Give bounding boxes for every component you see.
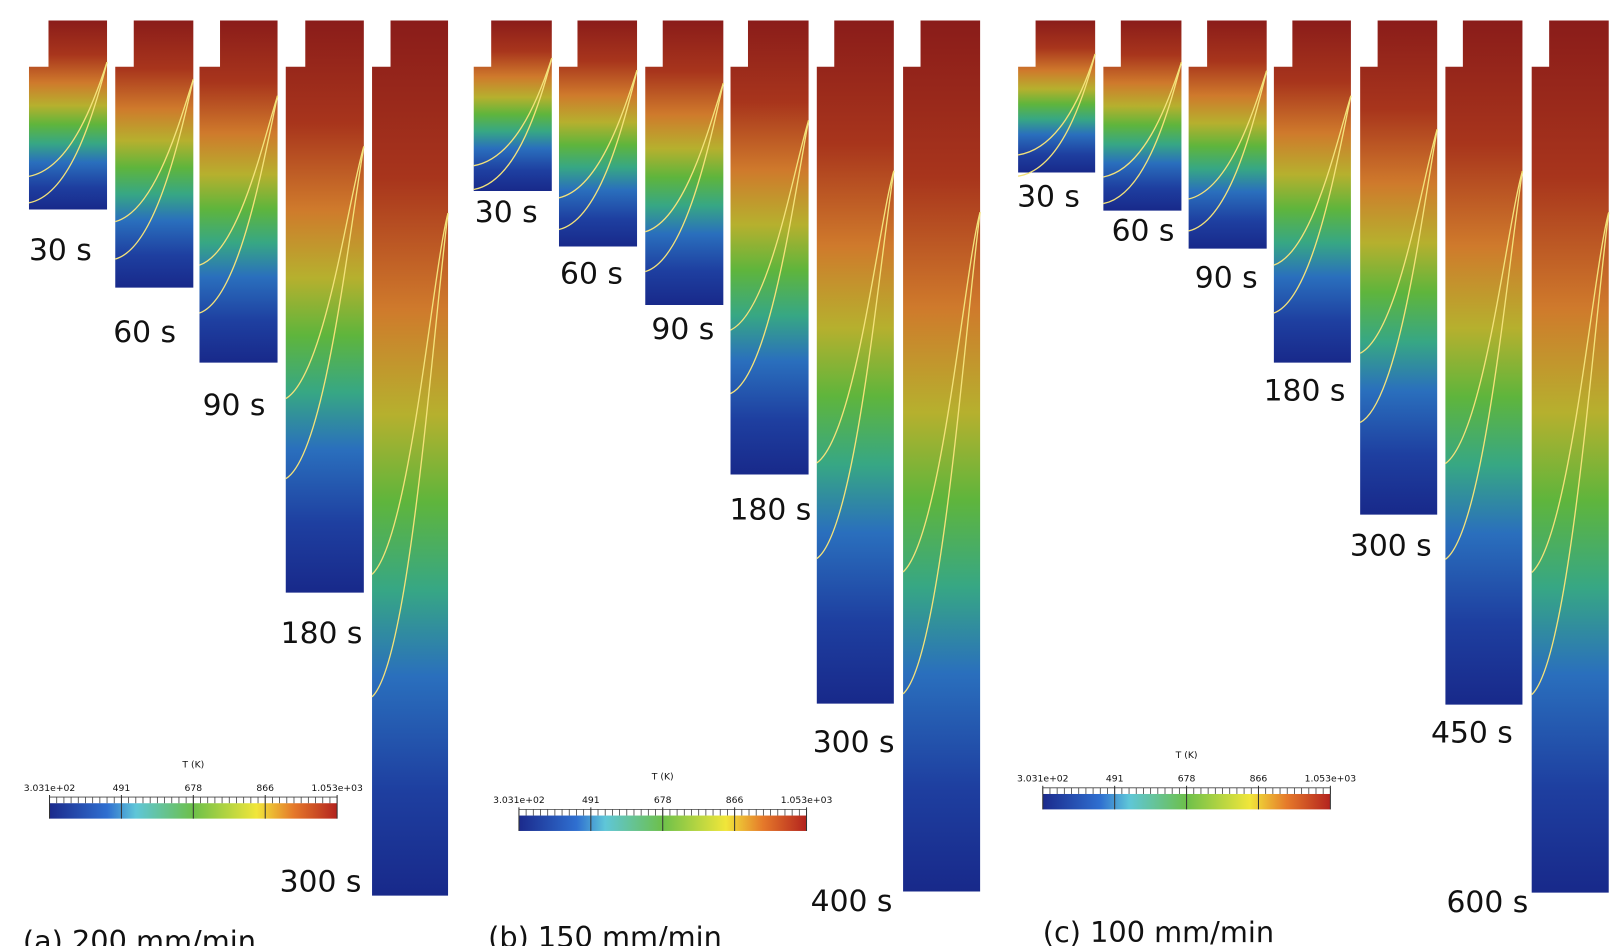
time-label: 60 s [113,315,176,350]
colorbar-title: T (K) [1175,750,1198,761]
temperature-field [1445,20,1523,705]
colorbar-tick-label: 678 [185,783,203,794]
isotherm [1273,95,1352,314]
isotherm [1188,70,1268,200]
time-label: 600 s [1446,885,1528,920]
temperature-field [199,20,278,363]
colorbar-tick-label: 1.053e+03 [781,795,833,806]
time-label: 90 s [651,312,714,347]
temperature-field [1273,20,1351,363]
isotherm [730,120,810,331]
temperature-field [285,20,364,593]
colorbar-tick-label: 3.031e+02 [24,783,76,794]
time-label: 300 s [813,725,895,760]
isotherm [1445,170,1524,560]
isotherm [473,57,553,191]
time-label: 180 s [729,493,811,528]
isotherm [115,79,194,260]
colorbar-title: T (K) [181,759,204,770]
time-label: 400 s [811,884,893,919]
isotherm [1018,53,1096,177]
time-label: 30 s [29,233,92,268]
colorbar-tick-label: 1.053e+03 [311,783,363,794]
time-label: 300 s [1350,529,1432,564]
isotherm [558,70,638,231]
isotherm [1359,129,1438,424]
isotherm [285,146,365,400]
isotherm [902,212,981,695]
temperature-field [372,20,449,896]
colorbar-title: T (K) [651,772,674,783]
isotherm [199,95,279,314]
isotherm [473,57,553,167]
isotherm [1188,70,1268,232]
isotherm [1273,95,1352,266]
isotherm [371,212,449,698]
isotherm [28,61,108,204]
isotherm [730,120,810,395]
isotherm [902,211,981,573]
colorbar-tick-label: 491 [113,783,131,794]
isotherm [285,146,365,480]
temperature-field [1531,20,1609,893]
panel-caption: (c) 100 mm/min [1043,915,1274,946]
isotherm [115,79,194,223]
temperature-field [1188,20,1267,249]
time-label: 30 s [475,195,538,230]
temperature-field [1360,20,1438,515]
isotherm [28,61,108,178]
isotherm [816,170,895,560]
time-label: 90 s [1195,261,1258,296]
isotherm [1359,129,1438,354]
temperature-field [28,20,108,210]
time-label: 450 s [1431,716,1513,751]
isotherm [1531,212,1610,696]
temperature-field [645,20,724,306]
colorbar-tick-label: 491 [1106,774,1124,785]
time-label: 180 s [281,616,363,651]
colorbar-tick-label: 3.031e+02 [493,795,545,806]
time-label: 90 s [203,388,266,423]
time-label: 60 s [560,256,623,291]
temperature-field [115,20,194,288]
isotherm [1103,62,1183,178]
isotherm [558,70,638,199]
colorbar-tick-label: 1.053e+03 [1305,774,1357,785]
temperature-field [558,20,638,247]
colorbar-tick-label: 678 [1178,774,1196,785]
time-label: 30 s [1017,179,1080,214]
time-label: 300 s [280,865,362,900]
panel-caption: (b) 150 mm/min [488,920,722,946]
isotherm [1018,53,1096,156]
temperature-field [730,20,809,475]
time-label: 180 s [1264,374,1346,409]
isotherm [1445,170,1524,465]
temperature-field [473,20,552,192]
isotherm [645,82,724,233]
time-label: 60 s [1112,213,1175,248]
temperature-field [1103,20,1182,211]
temperature-field [816,20,894,704]
isotherm [199,95,279,266]
colorbar-tick-label: 491 [582,795,600,806]
colorbar-tick-label: 678 [654,795,672,806]
colorbar-tick-label: 866 [256,783,274,794]
isotherm [1103,62,1183,205]
temperature-field [1018,20,1096,173]
isotherm [1531,212,1610,574]
colorbar-tick-label: 866 [1250,774,1268,785]
panel-caption: (a) 200 mm/min [23,924,256,946]
isotherm [816,170,895,464]
isotherm [371,212,449,575]
isotherm [645,82,724,273]
colorbar-tick-label: 3.031e+02 [1017,774,1069,785]
temperature-field [903,20,981,892]
colorbar-tick-label: 866 [726,795,744,806]
